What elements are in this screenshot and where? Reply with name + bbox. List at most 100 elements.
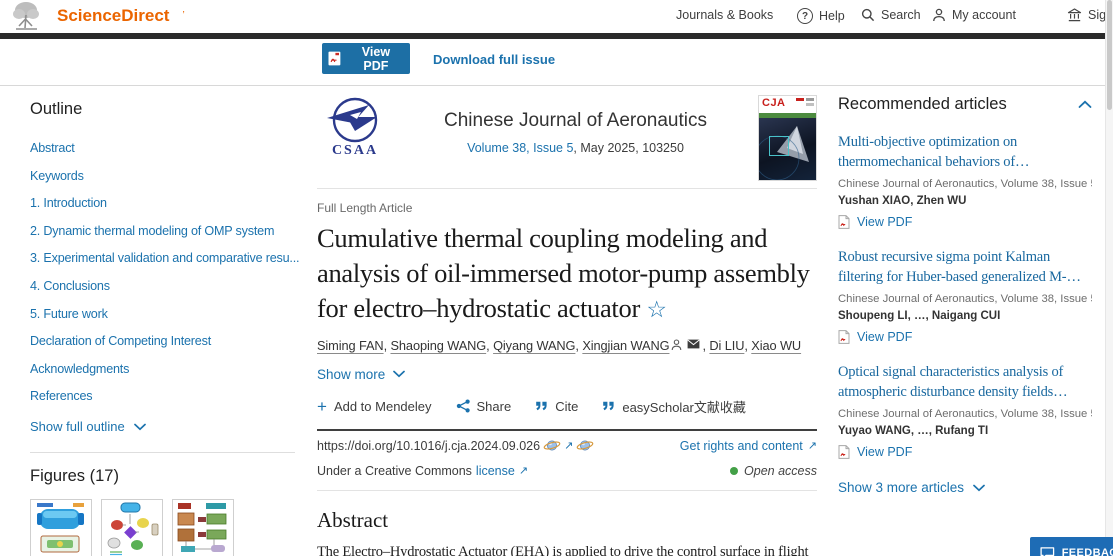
outline-item-keywords[interactable]: Keywords [30,168,84,183]
outline-item-introduction[interactable]: 1. Introduction [30,196,107,211]
csaa-logo-icon [327,97,378,143]
get-rights-link[interactable]: Get rights and content ↗ [679,438,817,453]
author-person-icon [672,339,682,350]
institution-icon [1067,8,1082,22]
show-more-articles-button[interactable]: Show 3 more articles [838,480,1008,495]
view-pdf-link[interactable]: View PDF [838,445,928,459]
recommended-title: Recommended articles [838,95,1007,113]
author-link-1[interactable]: Siming FAN [317,337,384,353]
feedback-button[interactable]: FEEDBACK [1030,537,1113,556]
external-link-arrow-icon[interactable]: ↗ [564,439,574,453]
nav-search[interactable]: Search [861,8,921,22]
recommended-article-3: Optical signal characteristics analysis … [838,363,1092,459]
scrollbar-thumb[interactable] [1107,0,1112,110]
recommended-article-link[interactable]: Robust recursive sigma point Kalman filt… [838,249,1081,285]
outline-item-future-work[interactable]: 5. Future work [30,306,108,321]
share-icon [456,399,470,413]
add-to-mendeley-button[interactable]: + Add to Mendeley [317,396,432,416]
nav-my-account[interactable]: My account [932,8,1016,22]
external-link-arrow-icon: ↗ [807,439,817,453]
view-pdf-button[interactable]: View PDF [322,43,410,74]
journal-cover-image[interactable]: CJA [758,95,817,181]
recommended-article-authors: Shoupeng LI, …, Naigang CUI [838,310,1001,323]
figure-thumbnails [30,499,316,556]
sidebar-divider [30,452,295,454]
journal-name-link[interactable]: Chinese Journal of Aeronautics [444,110,707,131]
outline-item-references[interactable]: References [30,389,93,404]
brand-wordmark: ScienceDirect [57,6,170,25]
journal-issue-link[interactable]: Volume 38, Issue 5 [467,141,574,155]
recommended-article-link[interactable]: Multi-objective optimization on thermome… [838,134,1030,170]
article-action-bar: + Add to Mendeley Share Cite [317,397,817,416]
external-link-arrow-icon: ↗ [518,464,529,478]
figure3-art [177,503,227,553]
corresponding-author-icons [671,339,701,351]
help-icon: ? [797,8,813,24]
recommended-article-authors: Yushan XIAO, Zhen WU [838,195,967,208]
share-button[interactable]: Share [456,399,511,414]
author-link-4[interactable]: Xingjian WANG [582,337,670,353]
recommended-articles-panel: Recommended articles Multi-objective opt… [838,95,1092,495]
person-icon [933,8,945,22]
nav-help[interactable]: ? Help [797,8,845,24]
recommended-header: Recommended articles [838,95,1092,114]
cover-header: CJA [759,96,816,113]
brand-trademark: ’ [182,10,185,21]
author-link-3[interactable]: Qiyang WANG [493,337,576,353]
recommended-article-authors: Yuyao WANG, …, Rufang TI [838,425,989,438]
figure1-art [37,503,84,553]
outline-item-section3[interactable]: 3. Experimental validation and comparati… [30,251,300,266]
journal-issue-rest: , May 2025, 103250 [573,141,684,155]
figure-thumbnail-3[interactable] [172,499,234,556]
figure2-art [107,502,159,556]
view-pdf-link[interactable]: View PDF [838,330,928,344]
quote-icon [536,402,547,411]
page-scrollbar[interactable] [1105,0,1113,556]
article-toolbar: View PDF Download full issue [0,39,1113,86]
outline-sidebar: Outline Abstract Keywords 1. Introductio… [30,100,316,556]
cite-button[interactable]: Cite [535,399,578,414]
nav-journals-books[interactable]: Journals & Books [676,8,774,22]
figures-title: Figures (17) [30,467,119,486]
author-separator: , [383,337,391,353]
chevron-down-icon [133,423,146,431]
outline-item-section2[interactable]: 2. Dynamic thermal modeling of OMP syste… [30,223,275,238]
quote-icon [603,402,614,411]
recommended-article-2: Robust recursive sigma point Kalman filt… [838,248,1092,344]
author-separator: , [744,337,752,353]
show-full-outline-button[interactable]: Show full outline [30,419,316,434]
show-more-authors-button[interactable]: Show more [317,367,427,382]
cover-artwork [759,118,816,180]
author-link-5[interactable]: Di LIU [709,337,745,353]
author-link-2[interactable]: Shaoping WANG [390,337,487,353]
outline-item-declaration[interactable]: Declaration of Competing Interest [30,334,212,349]
figure-thumbnail-1[interactable] [30,499,92,556]
author-separator: , [575,337,583,353]
easyscholar-button[interactable]: easyScholar文献收藏 [602,397,746,416]
license-link[interactable]: license [475,463,515,478]
outline-item-abstract[interactable]: Abstract [30,141,75,155]
outline-item-acknowledgments[interactable]: Acknowledgments [30,361,130,376]
view-pdf-link[interactable]: View PDF [838,215,928,229]
planet-icon[interactable] [543,439,561,452]
download-full-issue-link[interactable]: Download full issue [433,52,556,67]
sciencedirect-home-link[interactable]: ScienceDirect ’ [10,1,185,31]
cover-teal-square [769,136,789,156]
abstract-heading: Abstract [317,507,389,532]
cover-masthead-marks [796,98,814,106]
email-envelope-icon[interactable] [687,339,701,349]
figure-thumbnail-2[interactable] [101,499,163,556]
recommended-article-link[interactable]: Optical signal characteristics analysis … [838,364,1068,400]
chevron-down-icon [393,371,406,378]
feedback-bubble-icon [1040,547,1055,556]
outline-item-conclusions[interactable]: 4. Conclusions [30,278,110,293]
title-star-icon[interactable]: ☆ [646,296,667,323]
chevron-up-icon[interactable] [1078,100,1092,109]
author-link-6[interactable]: Xiao WU [751,337,802,353]
doi-group: https://doi.org/10.1016/j.cja.2024.09.02… [317,439,594,453]
doi-link[interactable]: https://doi.org/10.1016/j.cja.2024.09.02… [317,438,541,453]
planet-icon[interactable] [576,439,594,452]
pdf-icon [838,215,850,230]
csaa-logo-text: CSAA [331,143,379,158]
